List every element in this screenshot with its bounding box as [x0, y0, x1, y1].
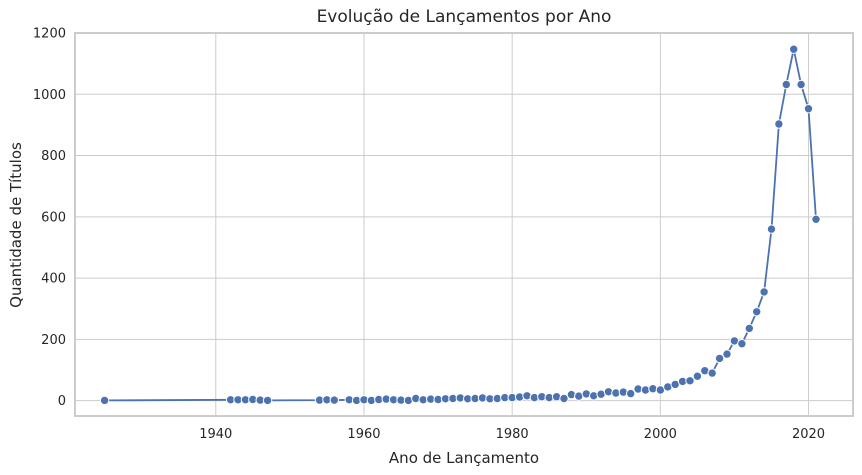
data-point	[714, 353, 725, 364]
data-point	[766, 224, 777, 234]
data-point	[559, 393, 569, 404]
data-point	[692, 371, 703, 381]
data-point	[329, 395, 339, 405]
data-point	[648, 384, 658, 394]
y-tick-label: 800	[41, 149, 66, 164]
y-tick-label: 600	[41, 210, 66, 225]
data-point	[262, 395, 273, 406]
y-tick-label: 1000	[33, 88, 66, 103]
data-point	[789, 44, 799, 54]
data-point	[744, 323, 754, 334]
data-point	[626, 388, 636, 399]
series-line	[104, 49, 817, 402]
x-tick-label: 2000	[644, 427, 677, 442]
data-point	[796, 79, 806, 90]
data-point	[707, 368, 717, 378]
data-point	[781, 79, 791, 90]
chart-grid	[75, 32, 853, 416]
x-axis-label: Ano de Lançamento	[389, 449, 539, 467]
axis-ticks: 1940 1960 1980 2000 2020 0 200 400 600 800 1000 120…	[33, 27, 825, 443]
data-point	[99, 395, 110, 406]
y-tick-label: 200	[41, 333, 66, 348]
series-markers	[99, 44, 821, 406]
x-tick-label: 1940	[199, 427, 232, 442]
y-tick-label: 1200	[33, 27, 66, 42]
x-tick-label: 1980	[496, 427, 529, 442]
x-tick-label: 1960	[347, 427, 380, 442]
y-tick-label: 0	[58, 394, 66, 409]
x-tick-label: 2020	[792, 427, 825, 442]
data-point	[774, 119, 784, 129]
plot-frame	[74, 32, 854, 417]
y-axis-label: Quantidade de Títulos	[7, 142, 25, 308]
data-point	[752, 307, 762, 317]
y-tick-label: 400	[41, 272, 66, 287]
data-point	[803, 104, 814, 114]
data-point	[759, 287, 769, 297]
data-point	[685, 376, 695, 386]
data-point	[722, 349, 732, 359]
chart-title: Evolução de Lançamentos por Ano	[317, 7, 612, 27]
data-point	[811, 214, 821, 225]
data-point	[737, 339, 747, 349]
